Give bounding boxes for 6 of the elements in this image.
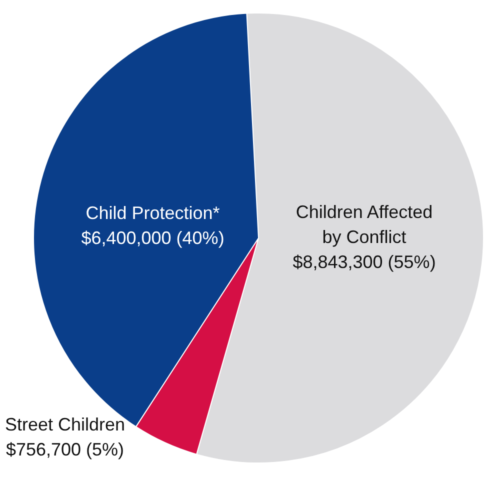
data-label: $6,400,000 (40%) (81, 228, 224, 248)
slice-label: Children Affected by Conflict (296, 202, 433, 247)
data-label: $756,700 (5%) (6, 440, 124, 460)
slice-label: Street Children (4, 414, 126, 435)
data-label: $8,843,300 (55%) (292, 252, 436, 272)
slice-label: Child Protection* (86, 203, 220, 224)
